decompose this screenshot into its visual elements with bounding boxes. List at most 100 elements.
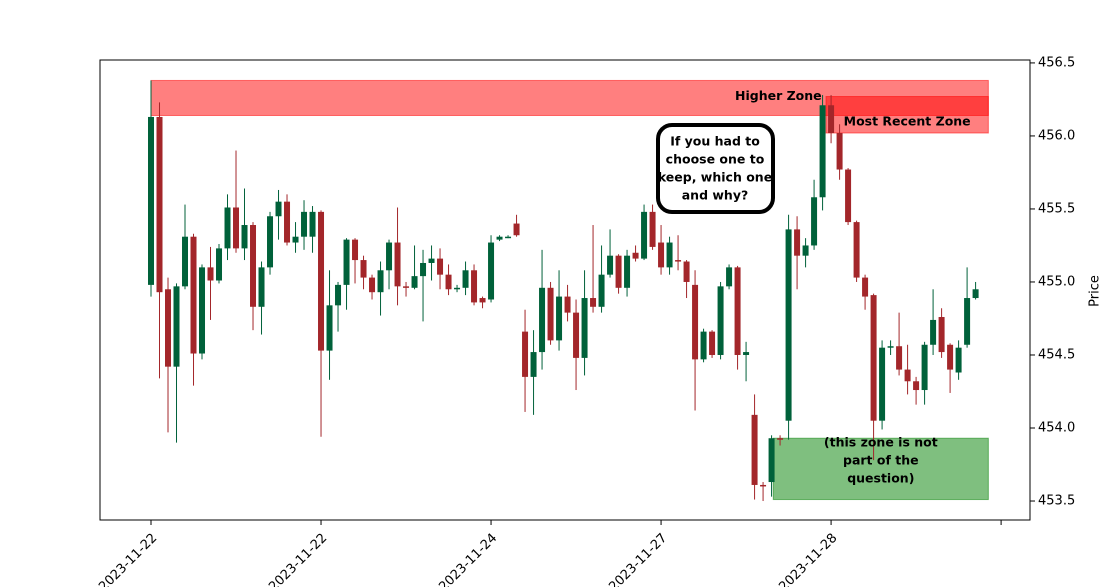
candle-body <box>505 236 512 239</box>
candle-body <box>666 242 673 268</box>
candle-body <box>556 296 563 341</box>
candle-body <box>309 211 316 237</box>
candle-body <box>921 344 928 391</box>
candle-body <box>403 286 410 288</box>
candle-body <box>904 369 911 382</box>
x-tick-label: 2023-11-27 <box>606 531 670 587</box>
candle-body <box>335 284 342 306</box>
candle-body <box>267 216 274 268</box>
y-tick-label: 454.0 <box>1038 421 1075 436</box>
candle-body <box>607 255 614 275</box>
x-tick-label: 2023-11-28 <box>776 531 840 587</box>
candle-body <box>377 270 384 293</box>
candle-body <box>479 298 486 303</box>
zone <box>772 437 989 501</box>
candle-body <box>675 260 682 262</box>
candle-body <box>420 262 427 277</box>
candle-body <box>437 258 444 275</box>
candle-body <box>539 287 546 353</box>
candle-body <box>428 258 435 263</box>
candle-body <box>896 346 903 370</box>
candle-body <box>190 236 197 354</box>
candle-body <box>318 211 325 351</box>
candle-body <box>496 236 503 240</box>
candle-body <box>836 133 843 170</box>
candle-body <box>284 201 291 243</box>
question-text: If you had to <box>670 134 760 149</box>
question-text: and why? <box>682 188 748 203</box>
candle-body <box>938 317 945 353</box>
candle-body <box>258 267 265 307</box>
candle-body <box>386 242 393 271</box>
candle-body <box>709 331 716 355</box>
candle-body <box>930 319 937 345</box>
candle-body <box>768 438 775 483</box>
y-tick-label: 456.5 <box>1038 55 1075 70</box>
candle-body <box>717 286 724 355</box>
y-tick-label: 454.5 <box>1038 347 1075 362</box>
candle-body <box>802 245 809 256</box>
candle-body <box>581 298 588 358</box>
candle-body <box>913 381 920 391</box>
candle-body <box>615 255 622 288</box>
question-box <box>656 123 775 214</box>
zone <box>825 96 989 134</box>
candle-body <box>326 305 333 351</box>
candle-body <box>241 225 248 249</box>
candle-body <box>573 312 580 358</box>
zone-label: question) <box>847 470 914 485</box>
candle-body <box>964 298 971 345</box>
candle-body <box>862 277 869 297</box>
candle-body <box>216 248 223 281</box>
candle-body <box>743 352 750 355</box>
candle-body <box>777 438 784 440</box>
candle-body <box>250 225 257 307</box>
candle-body <box>887 346 894 348</box>
candle-body <box>360 260 367 278</box>
candle-body <box>207 267 214 281</box>
candle-body <box>343 239 350 285</box>
candle-body <box>224 207 231 249</box>
candle-body <box>845 169 852 223</box>
question-text: choose one to <box>666 152 765 167</box>
candle-body <box>148 116 155 285</box>
candle-body <box>692 284 699 360</box>
candle-body <box>352 239 359 261</box>
candle-body <box>488 242 495 300</box>
candle-body <box>879 347 886 421</box>
zone-label: (this zone is not <box>824 434 938 449</box>
zone-label: Most Recent Zone <box>844 113 971 128</box>
candle-body <box>182 236 189 287</box>
candle-body <box>947 344 954 370</box>
candle-body <box>411 276 418 288</box>
candle-body <box>632 252 639 259</box>
candle-body <box>870 295 877 421</box>
candle-body <box>794 229 801 256</box>
candle-body <box>641 211 648 259</box>
candle-body <box>165 289 172 367</box>
candle-body <box>522 331 529 377</box>
candle-body <box>853 222 860 278</box>
candle-body <box>530 352 537 377</box>
y-tick-label: 455.0 <box>1038 274 1075 289</box>
candle-body <box>649 211 656 247</box>
candle-body <box>369 277 376 293</box>
candle-body <box>292 236 299 243</box>
plot-frame <box>99 59 1031 521</box>
x-tick-label: 2023-11-22 <box>266 531 330 587</box>
x-tick-label: 2023-11-24 <box>436 531 500 587</box>
candle-body <box>199 267 206 354</box>
y-tick-label: 453.5 <box>1038 494 1075 509</box>
candle-body <box>445 274 452 290</box>
y-axis-label: Price <box>1088 275 1103 307</box>
y-tick-label: 455.5 <box>1038 201 1075 216</box>
x-tick-label: 2023-11-22 <box>96 531 160 587</box>
candle-body <box>734 267 741 355</box>
candle-body <box>301 211 308 237</box>
candle-body <box>547 287 554 341</box>
candle-body <box>598 274 605 307</box>
candle-body <box>590 298 597 307</box>
candle-body <box>394 242 401 287</box>
candle-body <box>785 229 792 421</box>
